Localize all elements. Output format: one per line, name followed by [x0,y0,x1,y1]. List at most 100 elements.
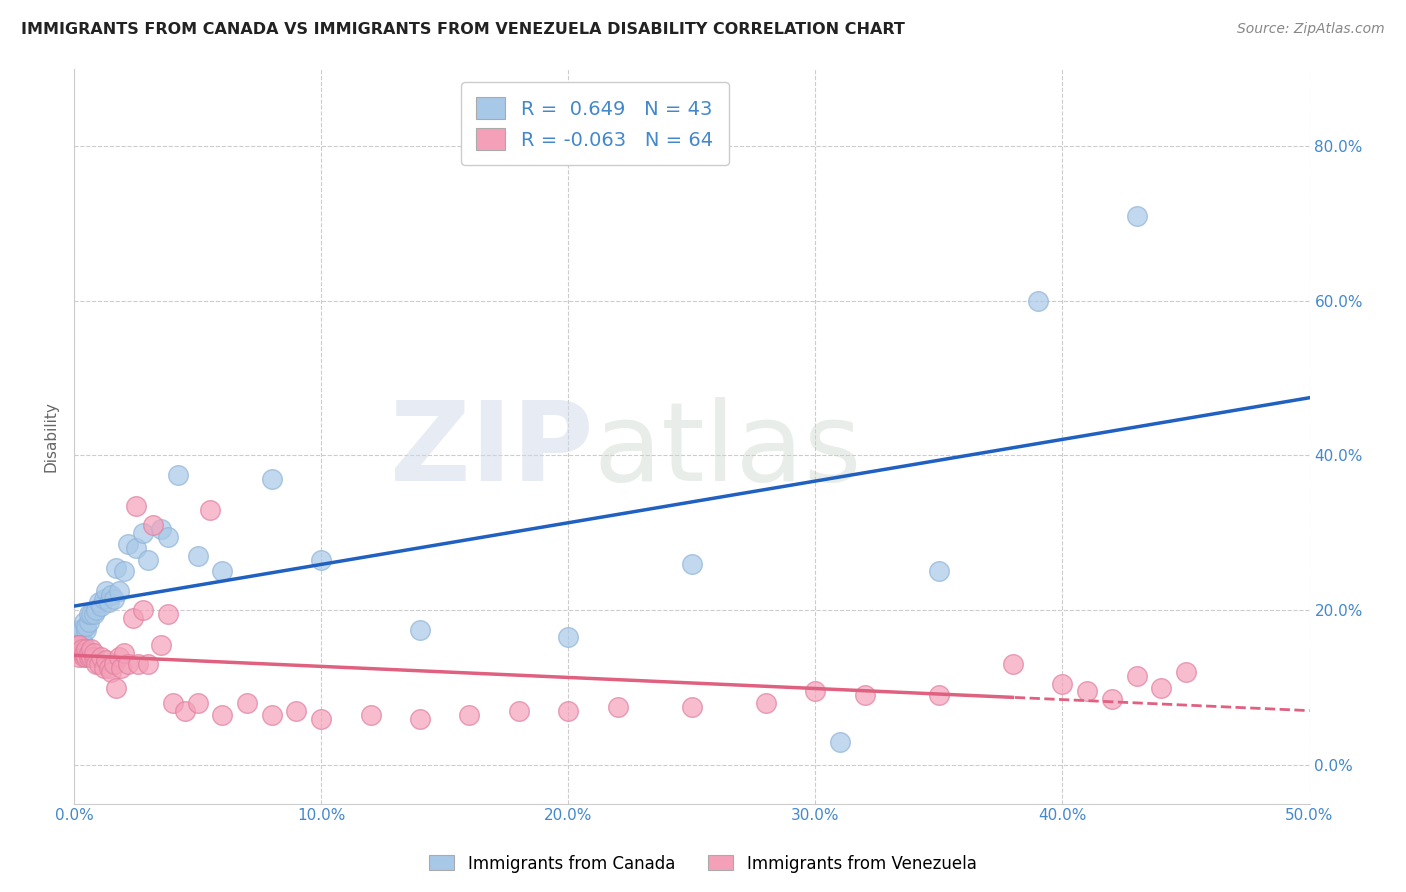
Y-axis label: Disability: Disability [44,401,58,472]
Legend: R =  0.649   N = 43, R = -0.063   N = 64: R = 0.649 N = 43, R = -0.063 N = 64 [461,82,728,165]
Point [117,657,139,672]
Point [80,641,103,656]
Point [100,665,122,679]
Point [77,615,100,629]
Point [167,467,190,482]
Point [86,657,108,672]
Point [86,603,108,617]
Point [928,565,950,579]
Point [136,657,159,672]
Point [67,638,90,652]
Point [90,649,112,664]
Point [804,684,827,698]
Point [174,704,197,718]
Point [828,735,851,749]
Point [83,646,105,660]
Point [97,661,120,675]
Point [67,649,90,664]
Point [122,611,145,625]
Point [409,711,432,725]
Point [93,661,115,675]
Point [1150,681,1173,695]
Point [107,649,129,664]
Point [107,583,129,598]
Legend: Immigrants from Canada, Immigrants from Venezuela: Immigrants from Canada, Immigrants from … [423,848,983,880]
Point [117,537,139,551]
Point [853,688,876,702]
Point [73,646,96,660]
Point [149,638,172,652]
Point [65,630,87,644]
Point [260,472,283,486]
Point [65,638,87,652]
Point [309,711,332,725]
Point [360,707,382,722]
Point [75,618,97,632]
Point [73,649,96,664]
Point [211,707,233,722]
Point [211,565,233,579]
Point [87,657,110,672]
Point [77,649,100,664]
Point [156,607,179,621]
Point [73,638,96,652]
Point [70,641,93,656]
Point [1001,657,1024,672]
Point [75,641,97,656]
Point [80,649,103,664]
Point [409,623,432,637]
Point [105,560,128,574]
Point [105,681,128,695]
Point [557,704,579,718]
Point [83,607,105,621]
Point [1125,209,1147,223]
Point [187,696,209,710]
Point [75,623,97,637]
Point [458,707,481,722]
Point [65,638,87,652]
Point [1076,684,1098,698]
Point [260,707,283,722]
Point [127,657,149,672]
Text: atlas: atlas [593,397,862,504]
Point [236,696,259,710]
Point [1052,676,1074,690]
Point [755,696,778,710]
Point [70,646,93,660]
Point [77,646,100,660]
Point [73,615,96,629]
Point [508,704,530,718]
Point [285,704,308,718]
Point [97,595,120,609]
Point [309,553,332,567]
Point [606,699,628,714]
Point [681,699,703,714]
Point [75,649,97,664]
Point [681,557,703,571]
Point [557,630,579,644]
Point [142,518,165,533]
Point [112,646,135,660]
Point [103,591,125,606]
Point [67,623,90,637]
Point [96,653,118,667]
Point [125,541,148,556]
Point [1175,665,1198,679]
Point [132,603,155,617]
Point [103,657,125,672]
Point [83,649,105,664]
Point [125,499,148,513]
Point [96,583,118,598]
Text: ZIP: ZIP [389,397,593,504]
Point [187,549,209,563]
Point [198,502,221,516]
Point [87,595,110,609]
Point [110,661,132,675]
Point [70,623,93,637]
Point [136,553,159,567]
Point [100,588,122,602]
Point [80,607,103,621]
Point [90,599,112,614]
Point [77,607,100,621]
Point [1101,692,1123,706]
